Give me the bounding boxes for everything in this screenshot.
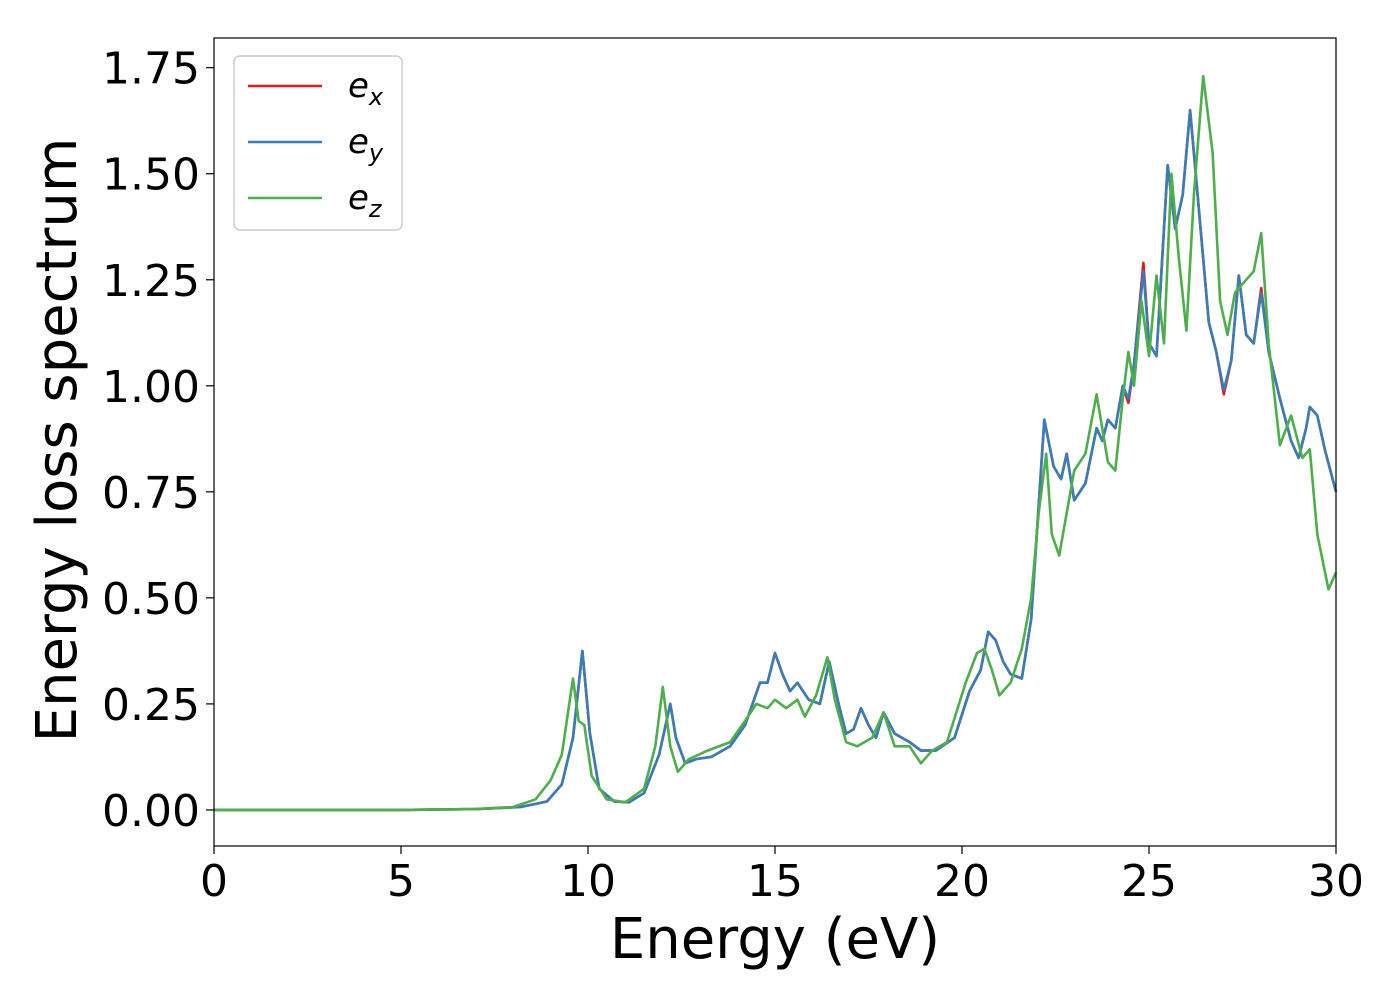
- y-tick-label: 1.50: [102, 150, 200, 201]
- x-axis-label: Energy (eV): [610, 907, 940, 972]
- x-tick-label: 15: [747, 856, 803, 907]
- legend-label-x: ex: [348, 66, 384, 111]
- x-tick-label: 20: [934, 856, 990, 907]
- y-tick-label: 0.75: [102, 468, 200, 519]
- legend-label-z: ez: [348, 178, 383, 223]
- y-tick-label: 1.25: [102, 256, 200, 307]
- y-tick-label: 1.00: [102, 362, 200, 413]
- y-ticks: 0.00 0.25 0.50 0.75 1.00 1.25 1.50 1.75: [102, 44, 214, 837]
- series-line-z: [214, 74, 1338, 812]
- x-tick-label: 10: [560, 856, 616, 907]
- series-layer: [214, 74, 1338, 812]
- x-ticks: 0 5 10 15 20 25 30: [200, 846, 1364, 907]
- legend-label-y: ey: [348, 122, 384, 167]
- x-tick-label: 0: [200, 856, 228, 907]
- y-tick-label: 1.75: [102, 44, 200, 95]
- x-tick-label: 5: [387, 856, 415, 907]
- series-line-y: [214, 108, 1338, 812]
- y-tick-label: 0.00: [102, 786, 200, 837]
- legend: ex ey ez: [233, 55, 403, 231]
- y-tick-label: 0.25: [102, 680, 200, 731]
- x-tick-label: 25: [1121, 856, 1177, 907]
- x-tick-label: 30: [1308, 856, 1364, 907]
- y-axis-label: Energy loss spectrum: [25, 138, 90, 743]
- y-tick-label: 0.50: [102, 574, 200, 625]
